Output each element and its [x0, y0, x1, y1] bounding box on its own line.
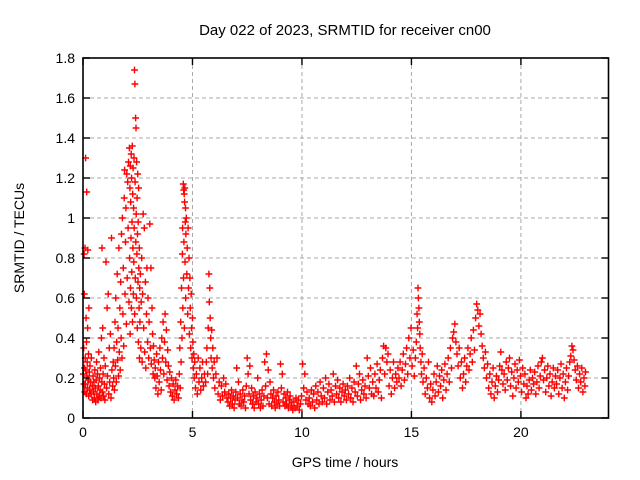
y-tick-label: 0.4 — [56, 330, 76, 346]
x-tick-label: 0 — [79, 424, 87, 440]
y-tick-label: 1.2 — [56, 170, 76, 186]
x-tick-label: 5 — [189, 424, 197, 440]
scatter-points-path — [80, 66, 589, 414]
data-points — [80, 66, 589, 414]
y-tick-label: 0.8 — [56, 250, 76, 266]
y-tick-label: 1 — [67, 210, 75, 226]
y-tick-label: 1.4 — [56, 130, 76, 146]
plot-border — [82, 57, 610, 419]
axes — [82, 57, 610, 419]
x-tick-label: 10 — [294, 424, 310, 440]
gridlines — [83, 58, 609, 418]
y-axis-label: SRMTID / TECUs — [11, 183, 27, 293]
x-tick-label: 20 — [513, 424, 529, 440]
y-tick-label: 0.2 — [56, 370, 76, 386]
y-tick-label: 1.8 — [56, 50, 76, 66]
y-tick-label: 1.6 — [56, 90, 76, 106]
x-tick-label: 15 — [404, 424, 420, 440]
chart-title: Day 022 of 2023, SRMTID for receiver cn0… — [199, 22, 491, 39]
tick-labels: 0 5 10 15 20 0 0.2 0.4 0.6 0.8 1 1.2 1.4 1.6 1.8 — [56, 50, 529, 440]
y-tick-label: 0 — [67, 410, 75, 426]
x-axis-label: GPS time / hours — [292, 454, 399, 470]
y-tick-label: 0.6 — [56, 290, 76, 306]
